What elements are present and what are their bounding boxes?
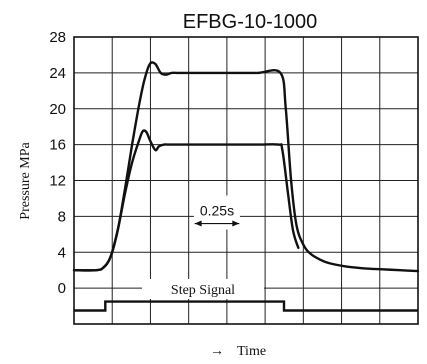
- y-tick-label: 20: [49, 101, 66, 118]
- duration-label: 0.25s: [200, 203, 234, 219]
- y-tick-label: 12: [49, 173, 66, 190]
- x-axis-label-text: Time: [237, 344, 266, 359]
- y-axis-label: Pressure MPa: [18, 142, 33, 220]
- step-signal-line: [74, 300, 418, 312]
- duration-annotation: 0.25s: [193, 195, 240, 230]
- y-tick-label: 0: [58, 280, 66, 297]
- plot-frame: [73, 36, 419, 325]
- y-tick-label: 16: [49, 137, 66, 154]
- x-axis-label: → Time: [210, 344, 266, 359]
- pressure-curve-high: [72, 61, 420, 273]
- step-signal-label-mask: [142, 279, 264, 299]
- duration-arrow-right: [232, 220, 240, 227]
- x-axis-arrow-icon: →: [210, 344, 224, 359]
- chart-title: EFBG-10-1000: [183, 11, 318, 33]
- step-signal-label: Step Signal: [171, 283, 235, 298]
- y-tick-label: 4: [58, 244, 66, 261]
- duration-arrow-left: [194, 220, 202, 227]
- y-tick-label: 24: [49, 65, 66, 82]
- step-signal: Step Signal: [74, 279, 418, 312]
- y-tick-label: 8: [58, 208, 66, 225]
- pressure-curve-low: [72, 129, 300, 272]
- y-tick-label: 28: [49, 29, 66, 46]
- y-tick-labels: 28 24 20 16 12 8 4 0: [49, 29, 66, 297]
